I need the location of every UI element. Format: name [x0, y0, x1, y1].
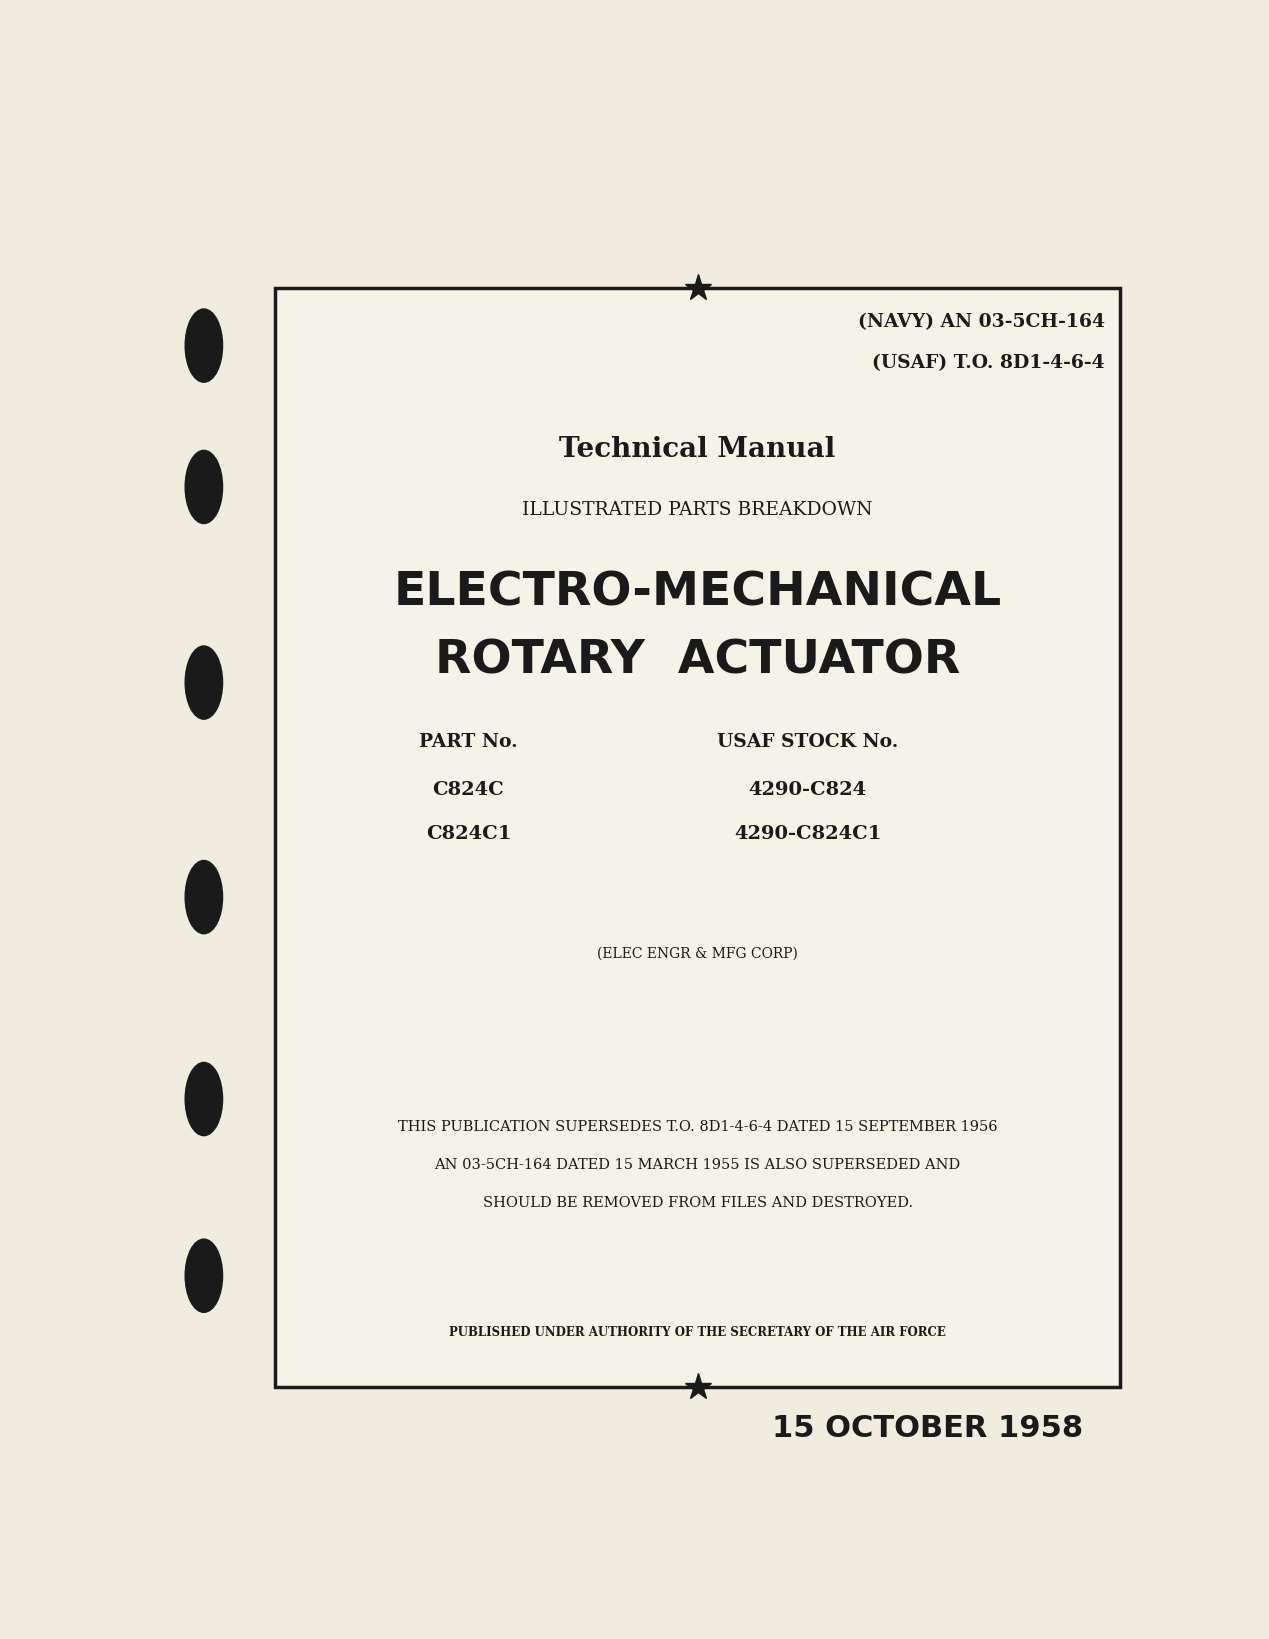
Text: ILLUSTRATED PARTS BREAKDOWN: ILLUSTRATED PARTS BREAKDOWN [523, 500, 873, 518]
Ellipse shape [185, 1239, 222, 1313]
Text: C824C: C824C [433, 780, 504, 798]
Text: THIS PUBLICATION SUPERSEDES T.O. 8D1-4-6-4 DATED 15 SEPTEMBER 1956: THIS PUBLICATION SUPERSEDES T.O. 8D1-4-6… [397, 1119, 997, 1134]
Text: (USAF) T.O. 8D1-4-6-4: (USAF) T.O. 8D1-4-6-4 [872, 354, 1105, 372]
Ellipse shape [185, 310, 222, 382]
Text: (NAVY) AN 03-5CH-164: (NAVY) AN 03-5CH-164 [858, 313, 1105, 331]
Text: USAF STOCK No.: USAF STOCK No. [717, 733, 898, 751]
Ellipse shape [185, 860, 222, 934]
Text: PUBLISHED UNDER AUTHORITY OF THE SECRETARY OF THE AIR FORCE: PUBLISHED UNDER AUTHORITY OF THE SECRETA… [449, 1326, 945, 1339]
Bar [274, 287, 1121, 1387]
Text: SHOULD BE REMOVED FROM FILES AND DESTROYED.: SHOULD BE REMOVED FROM FILES AND DESTROY… [482, 1195, 912, 1210]
Text: 15 OCTOBER 1958: 15 OCTOBER 1958 [772, 1414, 1084, 1442]
Ellipse shape [185, 451, 222, 523]
Text: C824C1: C824C1 [425, 824, 511, 842]
Text: Technical Manual: Technical Manual [560, 436, 836, 462]
Text: ELECTRO-MECHANICAL: ELECTRO-MECHANICAL [393, 570, 1001, 616]
Text: ROTARY  ACTUATOR: ROTARY ACTUATOR [435, 639, 961, 683]
Text: 4290-C824C1: 4290-C824C1 [733, 824, 882, 842]
Text: (ELEC ENGR & MFG CORP): (ELEC ENGR & MFG CORP) [598, 947, 798, 960]
Ellipse shape [185, 646, 222, 720]
Text: 4290-C824: 4290-C824 [749, 780, 867, 798]
Ellipse shape [185, 1062, 222, 1136]
Text: PART No.: PART No. [419, 733, 518, 751]
Text: AN 03-5CH-164 DATED 15 MARCH 1955 IS ALSO SUPERSEDED AND: AN 03-5CH-164 DATED 15 MARCH 1955 IS ALS… [434, 1157, 961, 1172]
